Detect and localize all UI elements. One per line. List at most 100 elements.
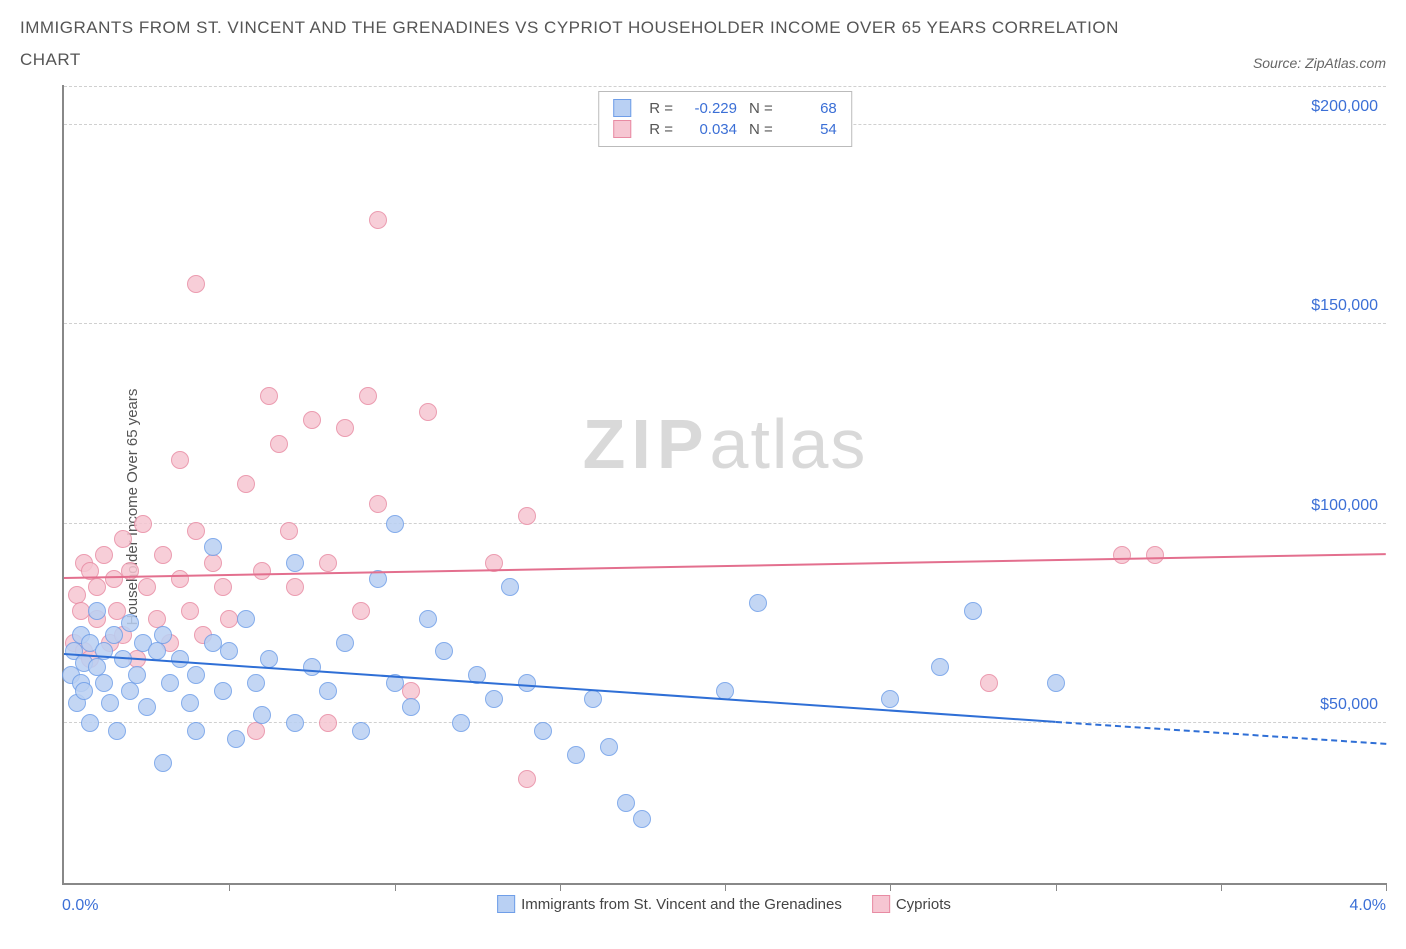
data-point-series2 (1146, 546, 1164, 564)
data-point-series1 (501, 578, 519, 596)
trend-line-series1-ext (1055, 721, 1386, 745)
data-point-series2 (247, 722, 265, 740)
data-point-series1 (121, 614, 139, 632)
data-point-series1 (187, 666, 205, 684)
data-point-series2 (214, 578, 232, 596)
x-tick (229, 883, 230, 891)
data-point-series1 (881, 690, 899, 708)
data-point-series1 (171, 650, 189, 668)
source-label: Source: ZipAtlas.com (1253, 55, 1386, 77)
data-point-series1 (617, 794, 635, 812)
legend-swatch-2 (872, 895, 890, 913)
data-point-series2 (187, 275, 205, 293)
gridline (64, 323, 1386, 324)
data-point-series2 (980, 674, 998, 692)
data-point-series1 (154, 626, 172, 644)
data-point-series2 (419, 403, 437, 421)
data-point-series1 (220, 642, 238, 660)
data-point-series1 (105, 626, 123, 644)
x-tick (1386, 883, 1387, 891)
data-point-series1 (600, 738, 618, 756)
y-tick-label: $200,000 (1311, 98, 1378, 116)
data-point-series1 (567, 746, 585, 764)
data-point-series2 (369, 211, 387, 229)
data-point-series1 (485, 690, 503, 708)
data-point-series2 (359, 387, 377, 405)
scatter-plot: ZIPatlas R =-0.229 N =68 R =0.034 N =54 … (62, 85, 1386, 885)
watermark: ZIPatlas (583, 404, 868, 484)
data-point-series1 (204, 634, 222, 652)
data-point-series1 (1047, 674, 1065, 692)
x-axis-min: 0.0% (62, 897, 98, 915)
data-point-series1 (633, 810, 651, 828)
data-point-series2 (95, 546, 113, 564)
data-point-series1 (253, 706, 271, 724)
data-point-series1 (88, 602, 106, 620)
data-point-series1 (964, 602, 982, 620)
x-tick (395, 883, 396, 891)
data-point-series2 (336, 419, 354, 437)
data-point-series1 (75, 682, 93, 700)
chart-title: IMMIGRANTS FROM ST. VINCENT AND THE GREN… (20, 12, 1120, 77)
data-point-series1 (419, 610, 437, 628)
data-point-series2 (181, 602, 199, 620)
legend-label-2: Cypriots (896, 896, 951, 913)
data-point-series2 (260, 387, 278, 405)
data-point-series2 (1113, 546, 1131, 564)
data-point-series1 (161, 674, 179, 692)
data-point-series2 (286, 578, 304, 596)
data-point-series2 (369, 495, 387, 513)
y-tick-label: $50,000 (1320, 696, 1378, 714)
data-point-series2 (237, 475, 255, 493)
data-point-series1 (286, 714, 304, 732)
data-point-series1 (237, 610, 255, 628)
x-axis-max: 4.0% (1350, 897, 1386, 915)
bottom-legend: Immigrants from St. Vincent and the Gren… (497, 895, 951, 913)
data-point-series1 (181, 694, 199, 712)
data-point-series1 (452, 714, 470, 732)
x-tick (1056, 883, 1057, 891)
data-point-series2 (72, 602, 90, 620)
y-tick-label: $150,000 (1311, 297, 1378, 315)
data-point-series1 (518, 674, 536, 692)
data-point-series2 (270, 435, 288, 453)
data-point-series2 (105, 570, 123, 588)
data-point-series1 (386, 515, 404, 533)
data-point-series2 (518, 507, 536, 525)
data-point-series1 (319, 682, 337, 700)
data-point-series1 (81, 714, 99, 732)
data-point-series2 (303, 411, 321, 429)
data-point-series1 (154, 754, 172, 772)
data-point-series1 (931, 658, 949, 676)
data-point-series1 (749, 594, 767, 612)
data-point-series2 (187, 522, 205, 540)
data-point-series2 (253, 562, 271, 580)
x-tick (1221, 883, 1222, 891)
data-point-series2 (518, 770, 536, 788)
data-point-series1 (95, 674, 113, 692)
data-point-series2 (319, 714, 337, 732)
trend-line-series1 (64, 653, 1056, 723)
data-point-series1 (352, 722, 370, 740)
data-point-series1 (128, 666, 146, 684)
legend-swatch-1 (497, 895, 515, 913)
data-point-series1 (303, 658, 321, 676)
data-point-series2 (154, 546, 172, 564)
data-point-series1 (435, 642, 453, 660)
data-point-series1 (148, 642, 166, 660)
data-point-series2 (88, 578, 106, 596)
data-point-series1 (187, 722, 205, 740)
data-point-series2 (319, 554, 337, 572)
data-point-series2 (134, 515, 152, 533)
data-point-series2 (171, 570, 189, 588)
x-tick (890, 883, 891, 891)
data-point-series1 (204, 538, 222, 556)
data-point-series1 (336, 634, 354, 652)
x-tick (560, 883, 561, 891)
data-point-series1 (534, 722, 552, 740)
data-point-series2 (114, 530, 132, 548)
data-point-series2 (280, 522, 298, 540)
data-point-series1 (214, 682, 232, 700)
data-point-series2 (204, 554, 222, 572)
data-point-series1 (584, 690, 602, 708)
